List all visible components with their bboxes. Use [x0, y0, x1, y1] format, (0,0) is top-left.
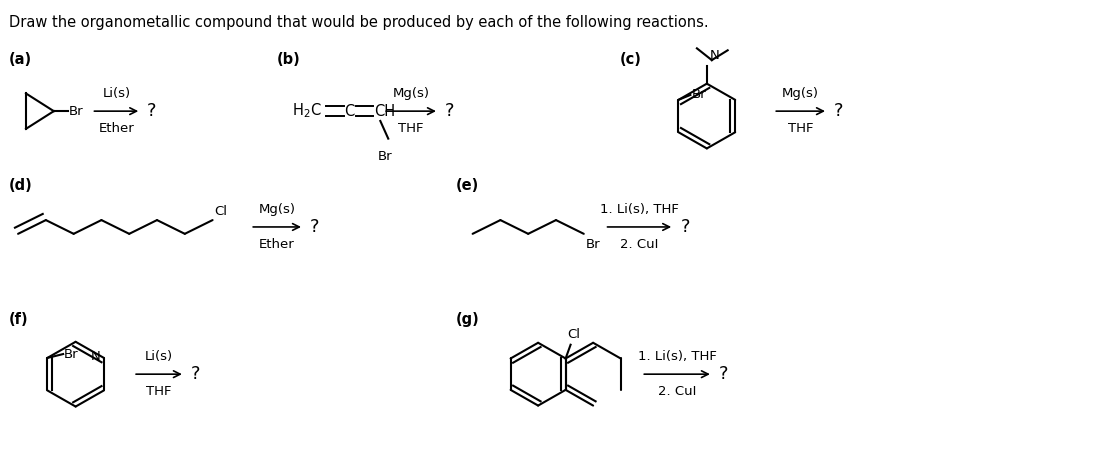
Text: THF: THF [788, 122, 814, 135]
Text: (d): (d) [9, 178, 33, 193]
Text: (f): (f) [9, 313, 29, 327]
Text: (c): (c) [620, 52, 641, 67]
Text: (a): (a) [9, 52, 32, 67]
Text: ?: ? [718, 365, 728, 383]
Text: N: N [710, 49, 720, 62]
Text: (e): (e) [456, 178, 479, 193]
Text: Mg(s): Mg(s) [783, 88, 819, 100]
Text: CH: CH [374, 104, 395, 119]
Text: ?: ? [445, 102, 454, 120]
Text: THF: THF [399, 122, 424, 135]
Text: ?: ? [681, 218, 691, 236]
Text: THF: THF [146, 385, 172, 398]
Text: Cl: Cl [215, 205, 228, 218]
Text: Br: Br [377, 150, 393, 163]
Text: C: C [344, 104, 355, 119]
Text: H$_2$C: H$_2$C [292, 102, 322, 120]
Text: 1. Li(s), THF: 1. Li(s), THF [600, 203, 679, 216]
Text: (b): (b) [277, 52, 301, 67]
Text: (g): (g) [456, 313, 479, 327]
Text: ?: ? [147, 102, 156, 120]
Text: Cl: Cl [568, 328, 580, 341]
Text: Br: Br [69, 105, 83, 118]
Text: Draw the organometallic compound that would be produced by each of the following: Draw the organometallic compound that wo… [9, 15, 708, 30]
Text: Br: Br [692, 88, 706, 101]
Text: Br: Br [64, 348, 79, 361]
Text: Ether: Ether [99, 122, 134, 135]
Text: ?: ? [834, 102, 844, 120]
Text: 2. CuI: 2. CuI [658, 385, 696, 398]
Text: Li(s): Li(s) [102, 88, 131, 100]
Text: ?: ? [190, 365, 200, 383]
Text: Ether: Ether [259, 238, 294, 251]
Text: N: N [91, 349, 100, 362]
Text: Br: Br [586, 238, 600, 251]
Text: Li(s): Li(s) [145, 350, 173, 363]
Text: Mg(s): Mg(s) [259, 203, 296, 216]
Text: 2. CuI: 2. CuI [620, 238, 659, 251]
Text: ?: ? [310, 218, 319, 236]
Text: Mg(s): Mg(s) [393, 88, 430, 100]
Text: 1. Li(s), THF: 1. Li(s), THF [638, 350, 716, 363]
